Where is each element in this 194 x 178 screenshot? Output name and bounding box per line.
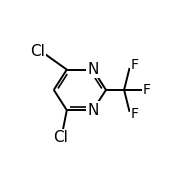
Text: F: F bbox=[131, 107, 139, 121]
Text: F: F bbox=[143, 83, 151, 97]
Text: F: F bbox=[131, 58, 139, 72]
Text: Cl: Cl bbox=[30, 44, 45, 59]
Text: Cl: Cl bbox=[54, 130, 68, 145]
Text: N: N bbox=[87, 62, 99, 77]
Text: N: N bbox=[87, 103, 99, 118]
